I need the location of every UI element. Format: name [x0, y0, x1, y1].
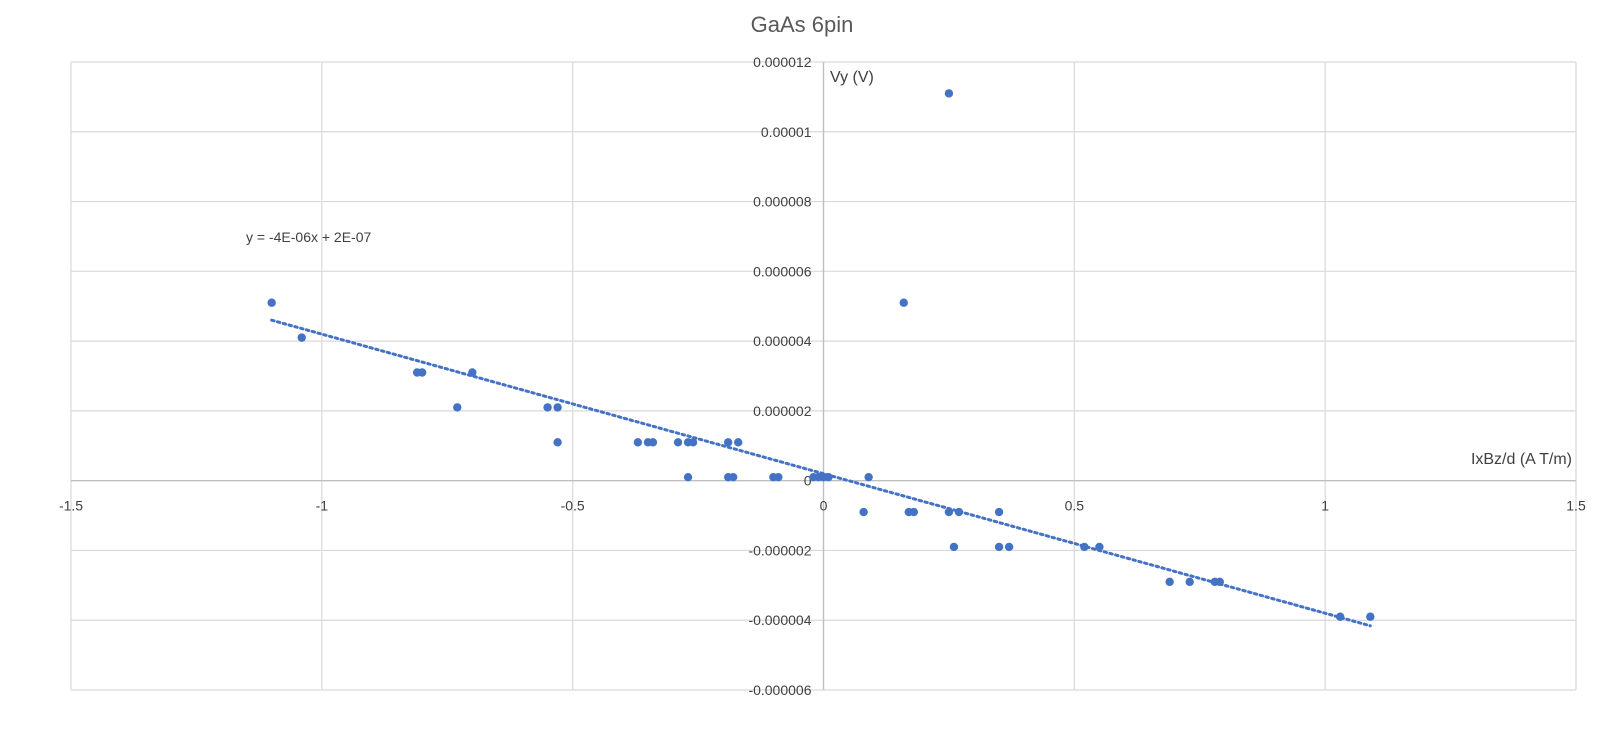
- data-point: [453, 403, 462, 412]
- data-point: [553, 403, 562, 412]
- data-point: [683, 472, 693, 482]
- y-tick-label: 0.000002: [753, 403, 812, 419]
- data-point: [949, 542, 959, 552]
- data-point: [1080, 542, 1089, 552]
- data-point: [824, 472, 833, 482]
- y-tick-label: -0.000006: [748, 682, 811, 698]
- data-point: [543, 403, 552, 412]
- x-tick-label: -1: [316, 498, 329, 514]
- x-tick-label: -1.5: [59, 498, 83, 514]
- data-point: [859, 507, 868, 517]
- y-axis-label: Vy (V): [830, 69, 874, 86]
- data-point: [734, 438, 743, 447]
- data-point: [553, 438, 562, 447]
- y-tick-label: -0.000004: [748, 612, 811, 628]
- y-tick-label: 0.00001: [761, 124, 812, 140]
- data-point: [297, 333, 306, 342]
- data-point: [1215, 577, 1225, 587]
- data-point: [1004, 542, 1014, 552]
- data-point: [994, 542, 1004, 552]
- y-tick-label: 0.000004: [753, 333, 812, 349]
- x-tick-label: 1.5: [1566, 498, 1586, 514]
- x-tick-label: 1: [1321, 498, 1329, 514]
- data-point: [673, 438, 683, 447]
- trendline-equation: y = -4E-06x + 2E-07: [246, 229, 372, 245]
- data-point: [944, 89, 954, 98]
- data-point: [899, 298, 908, 307]
- x-tick-label: -0.5: [561, 498, 585, 514]
- tick-labels: -1.5 -1 -0.5 0 0.5 1 1.5 -0.000006 -0.000004 -0.0…: [59, 54, 1586, 698]
- data-point: [994, 507, 1004, 517]
- x-tick-label: 0: [820, 498, 828, 514]
- data-point: [1336, 612, 1345, 621]
- linear-trendline: [270, 318, 1372, 628]
- data-point: [1095, 542, 1104, 552]
- data-point: [723, 438, 733, 447]
- data-point: [909, 507, 918, 517]
- data-point: [267, 298, 276, 307]
- data-point: [1366, 612, 1375, 621]
- y-tick-label: 0.000012: [753, 54, 812, 70]
- axes: [71, 62, 1576, 690]
- data-points: [267, 89, 1375, 621]
- y-tick-label: 0: [804, 473, 812, 489]
- data-point: [688, 438, 698, 447]
- data-point: [633, 438, 643, 447]
- data-point: [648, 438, 658, 447]
- data-point: [729, 472, 738, 482]
- data-point: [954, 507, 964, 517]
- x-tick-label: 0.5: [1065, 498, 1085, 514]
- data-point: [1165, 577, 1174, 587]
- x-axis-label: IxBz/d (A T/m): [1471, 451, 1572, 468]
- data-point: [468, 368, 477, 377]
- data-point: [1185, 577, 1194, 587]
- y-tick-label: 0.000008: [753, 194, 812, 210]
- y-tick-label: 0.000006: [753, 263, 812, 279]
- data-point: [774, 472, 783, 482]
- data-point: [864, 472, 873, 482]
- chart-title: GaAs 6pin: [751, 12, 854, 37]
- data-point: [417, 368, 427, 377]
- trendline: [270, 318, 1372, 628]
- data-point: [944, 507, 954, 517]
- y-tick-label: -0.000002: [748, 542, 811, 558]
